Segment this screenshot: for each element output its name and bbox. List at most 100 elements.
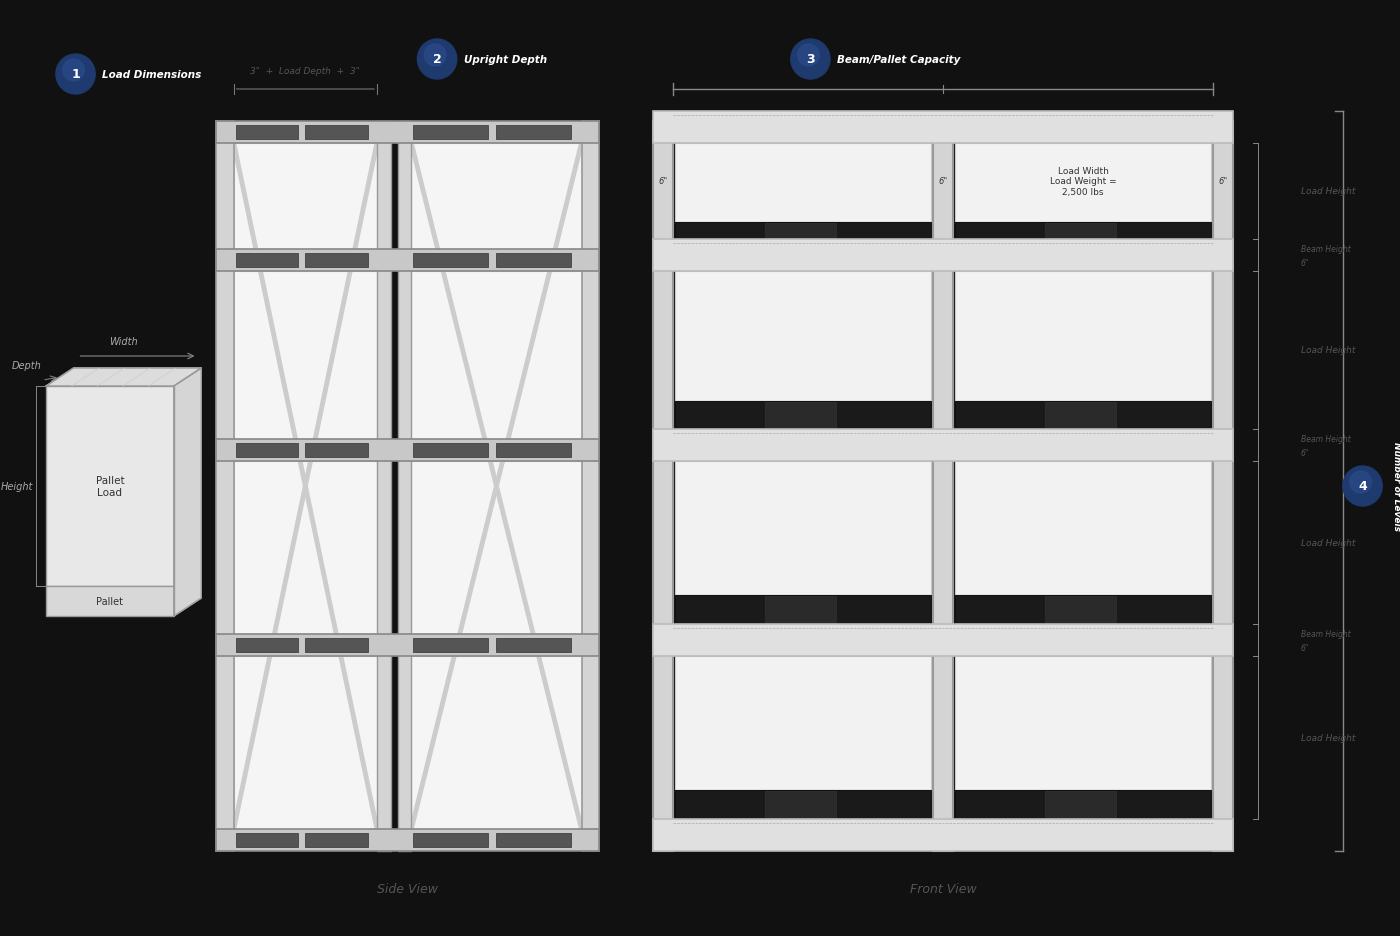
Bar xyxy=(46,387,174,586)
Bar xyxy=(497,833,571,847)
Bar xyxy=(654,624,1233,656)
Circle shape xyxy=(63,60,84,82)
Text: Pallet: Pallet xyxy=(97,596,123,607)
Bar xyxy=(497,444,571,458)
Text: Pallet
Load: Pallet Load xyxy=(95,475,125,497)
Text: Load Height: Load Height xyxy=(1301,187,1355,197)
Bar xyxy=(377,122,391,851)
Bar xyxy=(654,819,1233,851)
Circle shape xyxy=(798,45,819,67)
Bar xyxy=(675,271,931,402)
Bar xyxy=(675,223,931,240)
Bar xyxy=(955,790,1211,819)
Bar xyxy=(234,461,377,635)
Circle shape xyxy=(424,45,447,67)
Bar xyxy=(305,444,368,458)
Bar xyxy=(497,125,571,139)
Bar xyxy=(497,638,571,652)
Bar xyxy=(216,440,599,461)
Bar xyxy=(413,125,489,139)
Text: Depth: Depth xyxy=(11,360,42,371)
Bar xyxy=(955,144,1211,223)
Text: Side View: Side View xyxy=(377,883,438,896)
Bar xyxy=(675,656,931,790)
Bar xyxy=(955,461,1211,595)
Bar xyxy=(216,250,599,271)
Circle shape xyxy=(1343,466,1382,506)
Bar xyxy=(216,635,599,656)
Bar xyxy=(497,254,571,268)
Bar xyxy=(675,402,931,430)
Bar xyxy=(305,833,368,847)
Bar xyxy=(675,461,931,595)
Text: Beam Height: Beam Height xyxy=(1301,245,1351,255)
Text: Beam Height: Beam Height xyxy=(1301,630,1351,638)
Bar xyxy=(46,586,174,616)
Text: 6": 6" xyxy=(1218,177,1228,186)
Bar xyxy=(235,254,298,268)
Bar xyxy=(216,829,599,851)
Bar xyxy=(934,122,953,851)
Bar xyxy=(581,122,599,851)
Bar xyxy=(398,122,412,851)
Polygon shape xyxy=(46,369,202,387)
Bar xyxy=(305,125,368,139)
Bar xyxy=(1214,122,1233,851)
Bar xyxy=(764,791,836,818)
Bar xyxy=(955,402,1211,430)
Bar xyxy=(412,656,581,829)
Circle shape xyxy=(56,55,95,95)
Text: Load Height: Load Height xyxy=(1301,733,1355,742)
Text: Upright Depth: Upright Depth xyxy=(463,55,547,65)
Text: Width: Width xyxy=(109,337,139,346)
Text: 2: 2 xyxy=(433,53,441,66)
Bar xyxy=(305,638,368,652)
Text: Beam Height: Beam Height xyxy=(1301,435,1351,444)
Text: 4: 4 xyxy=(1358,480,1366,493)
Text: Load Dimensions: Load Dimensions xyxy=(102,70,202,80)
Bar xyxy=(234,656,377,829)
Text: 6": 6" xyxy=(938,177,948,186)
Text: Load Width
Load Weight =
2,500 lbs: Load Width Load Weight = 2,500 lbs xyxy=(1050,167,1116,197)
Text: Load Height: Load Height xyxy=(1301,538,1355,548)
Bar xyxy=(764,402,836,429)
Bar xyxy=(955,595,1211,624)
Bar xyxy=(413,254,489,268)
Text: 3: 3 xyxy=(806,53,815,66)
Bar xyxy=(955,271,1211,402)
Text: Height: Height xyxy=(0,481,32,491)
Bar xyxy=(1044,402,1116,429)
Text: Front View: Front View xyxy=(910,883,976,896)
Bar xyxy=(675,144,931,223)
Bar xyxy=(1044,224,1116,239)
Bar xyxy=(413,444,489,458)
Text: 1: 1 xyxy=(71,68,80,81)
Text: Beam/Pallet Capacity: Beam/Pallet Capacity xyxy=(837,55,960,65)
Bar xyxy=(675,790,931,819)
Bar xyxy=(305,254,368,268)
Text: Load Height: Load Height xyxy=(1301,346,1355,355)
Bar xyxy=(413,638,489,652)
Bar xyxy=(764,596,836,623)
Text: 3"  +  Load Depth  +  3": 3" + Load Depth + 3" xyxy=(251,67,360,77)
Bar xyxy=(412,461,581,635)
Bar xyxy=(235,638,298,652)
Text: 6": 6" xyxy=(658,177,668,186)
Bar xyxy=(1044,596,1116,623)
Bar xyxy=(235,125,298,139)
Text: Number of Levels: Number of Levels xyxy=(1393,442,1400,531)
Bar xyxy=(216,122,599,144)
Bar xyxy=(412,144,581,250)
Text: 6": 6" xyxy=(1301,449,1309,458)
Circle shape xyxy=(791,40,830,80)
Bar xyxy=(235,444,298,458)
Bar xyxy=(955,223,1211,240)
Bar xyxy=(764,224,836,239)
Bar xyxy=(412,271,581,440)
Bar xyxy=(955,656,1211,790)
Bar xyxy=(654,430,1233,461)
Bar xyxy=(234,144,377,250)
Bar xyxy=(235,833,298,847)
Circle shape xyxy=(417,40,456,80)
Bar xyxy=(1044,791,1116,818)
